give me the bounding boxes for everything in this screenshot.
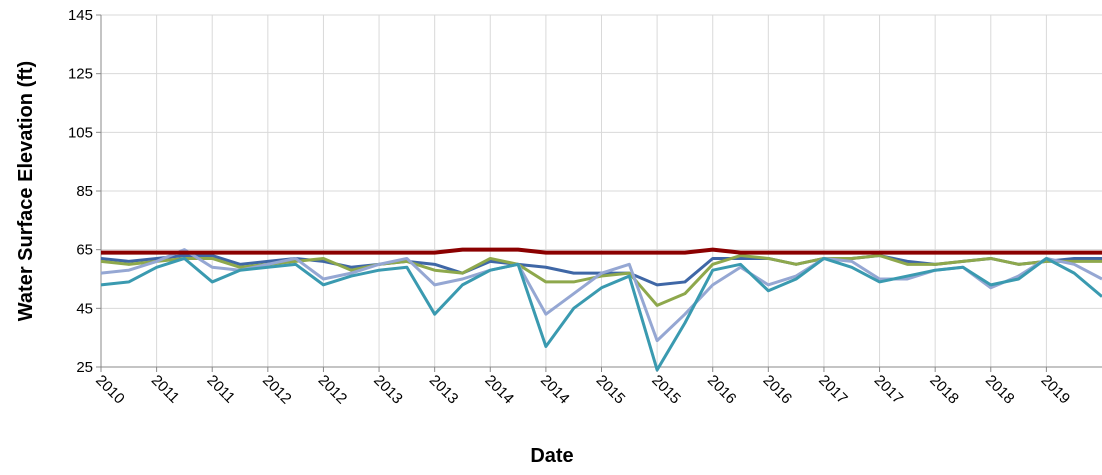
x-tick-label: 2017	[815, 372, 851, 408]
x-tick-label: 2017	[871, 372, 907, 408]
y-tick-label: 145	[68, 7, 93, 24]
x-axis-title: Date	[530, 445, 573, 467]
x-tick-label: 2010	[92, 372, 128, 408]
x-tick-label: 2015	[593, 372, 629, 408]
x-tick-label: 2012	[259, 372, 295, 408]
x-tick-label: 2013	[426, 372, 462, 408]
x-tick-label: 2016	[704, 372, 740, 408]
x-tick-label: 2019	[1038, 372, 1074, 408]
y-tick-label: 45	[76, 300, 93, 317]
x-tick-label: 2014	[537, 372, 573, 408]
series-line	[101, 247, 1102, 255]
x-tick-label: 2013	[370, 372, 406, 408]
x-tick-label: 2012	[315, 372, 351, 408]
y-axis-title: Water Surface Elevation (ft)	[15, 61, 37, 321]
y-tick-label: 85	[76, 183, 93, 200]
x-tick-label: 2015	[648, 372, 684, 408]
x-tick-label: 2018	[926, 372, 962, 408]
y-tick-label: 125	[68, 66, 93, 83]
y-tick-label: 65	[76, 242, 93, 259]
y-tick-label: 105	[68, 124, 93, 141]
x-tick-label: 2014	[481, 372, 517, 408]
x-tick-label: 2018	[982, 372, 1018, 408]
series-line	[100, 256, 1102, 372]
x-tick-label: 2011	[148, 372, 183, 407]
x-tick-label: 2016	[760, 372, 796, 408]
y-tick-label: 25	[76, 359, 93, 376]
x-tick-label: 2011	[203, 372, 238, 407]
